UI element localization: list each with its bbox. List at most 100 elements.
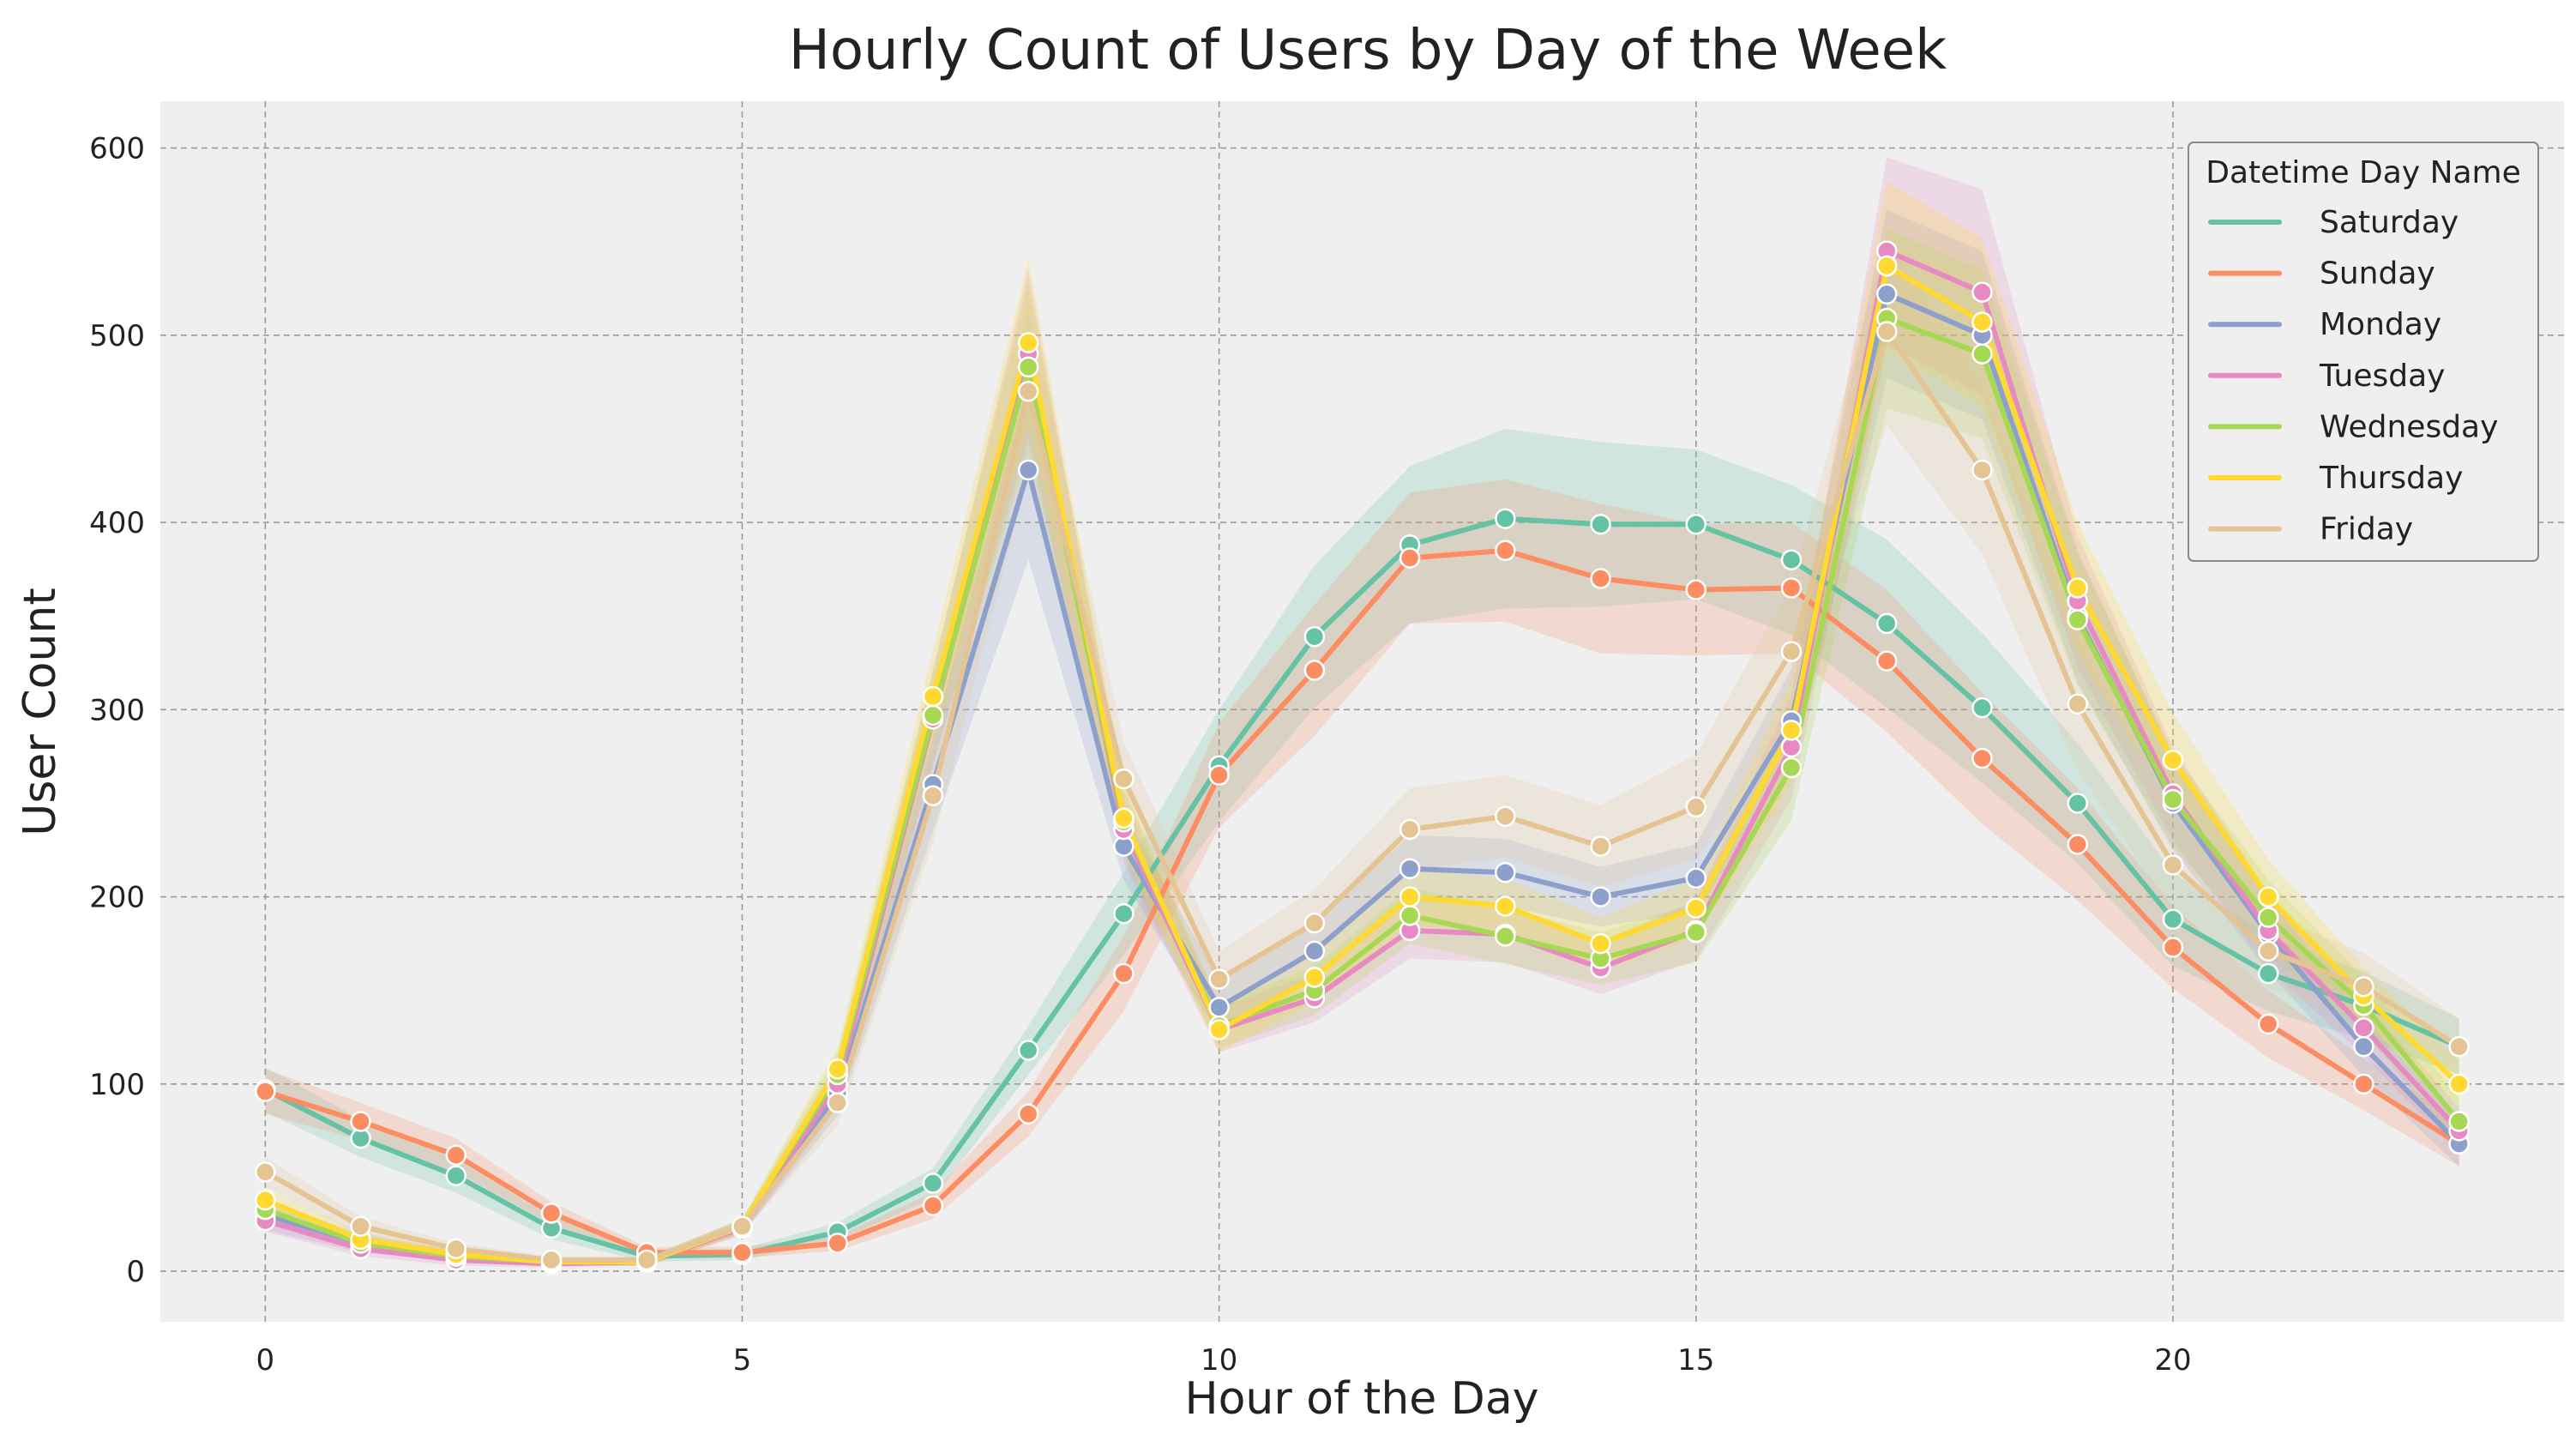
x-tick-label: 15 — [1677, 1343, 1714, 1378]
data-point — [1208, 764, 1230, 786]
data-point — [255, 1189, 276, 1211]
data-point — [1399, 547, 1421, 569]
data-point — [1685, 579, 1707, 600]
data-point — [922, 1173, 944, 1194]
data-point — [1590, 835, 1611, 857]
confidence-bands — [265, 157, 2459, 1268]
data-point — [1495, 805, 1516, 827]
data-point — [1876, 255, 1898, 277]
data-point — [1303, 940, 1326, 962]
data-point — [1685, 796, 1707, 818]
data-point — [1876, 321, 1898, 342]
data-point — [1303, 912, 1326, 934]
data-point — [1780, 549, 1803, 570]
x-tick-label: 20 — [2154, 1343, 2191, 1378]
data-point — [2162, 854, 2184, 876]
data-point — [1590, 932, 1611, 955]
data-point — [1590, 568, 1611, 589]
data-point — [1113, 768, 1135, 790]
data-point — [1399, 818, 1421, 841]
data-point — [2257, 962, 2279, 985]
data-point — [540, 1203, 563, 1224]
data-point — [1017, 1040, 1039, 1061]
data-point — [1876, 283, 1898, 305]
data-point — [922, 704, 944, 727]
legend-label: Saturday — [2320, 205, 2459, 240]
data-point — [1113, 902, 1135, 925]
data-point — [2448, 1111, 2470, 1132]
data-point — [1590, 886, 1611, 907]
data-point — [1780, 641, 1803, 662]
chart-title: Hourly Count of Users by Day of the Week — [789, 19, 1947, 82]
data-point — [731, 1215, 753, 1237]
data-point — [827, 1092, 848, 1113]
data-point — [2257, 1013, 2279, 1035]
legend-label: Tuesday — [2319, 359, 2445, 394]
data-point — [1780, 757, 1803, 779]
data-point — [636, 1249, 658, 1271]
series-lines — [262, 248, 2462, 1267]
data-point — [2353, 1017, 2374, 1039]
series-line — [262, 515, 2462, 1259]
data-point — [1208, 997, 1230, 1018]
y-tick-label: 400 — [89, 506, 145, 540]
data-point — [2067, 834, 2088, 855]
data-point — [1208, 968, 1230, 990]
data-point — [2067, 693, 2088, 715]
data-point — [1971, 343, 1993, 365]
grid — [160, 101, 2564, 1322]
data-point — [1017, 356, 1039, 378]
data-point — [1017, 332, 1039, 353]
data-point — [1017, 459, 1039, 481]
data-point — [350, 1111, 371, 1132]
y-tick-label: 300 — [89, 693, 145, 727]
data-point — [827, 1233, 848, 1254]
data-point — [2257, 886, 2279, 907]
data-point — [2257, 907, 2279, 928]
y-tick-label: 100 — [89, 1068, 145, 1102]
data-point — [731, 1241, 753, 1263]
y-tick-label: 0 — [126, 1255, 145, 1289]
data-point — [350, 1215, 371, 1237]
data-point — [2162, 749, 2184, 771]
legend-label: Wednesday — [2320, 409, 2498, 444]
x-tick-label: 5 — [733, 1343, 752, 1378]
data-point — [445, 1165, 467, 1187]
plot-area — [160, 101, 2564, 1322]
series-line — [262, 329, 2462, 1263]
data-point — [445, 1144, 467, 1167]
data-point — [1113, 807, 1135, 829]
series-line — [262, 547, 2462, 1256]
y-axis-label: User Count — [15, 588, 66, 835]
data-point — [2162, 788, 2184, 811]
legend-items: Saturday Sunday Monday Tuesday Wednesday Thur… — [2208, 205, 2498, 547]
legend-box — [2188, 142, 2539, 562]
legend-title: Datetime Day Name — [2206, 155, 2521, 190]
confidence-band — [265, 479, 2459, 1258]
data-point — [1303, 967, 1326, 988]
data-point — [1780, 577, 1803, 599]
data-point — [255, 1161, 276, 1183]
data-point — [2067, 793, 2088, 814]
data-point — [2067, 577, 2088, 599]
data-point — [2353, 1035, 2374, 1058]
data-point — [1971, 459, 1993, 481]
data-point — [1495, 508, 1516, 529]
data-point — [1685, 897, 1707, 919]
data-point — [1399, 886, 1421, 907]
data-point — [2257, 940, 2279, 962]
y-tick-label: 200 — [89, 881, 145, 915]
data-point — [1685, 513, 1707, 535]
data-point — [1876, 612, 1898, 635]
legend: Datetime Day Name Saturday Sunday Monday Tu… — [2188, 142, 2539, 562]
data-point — [1495, 540, 1516, 562]
data-point — [255, 1081, 276, 1102]
data-point — [1017, 1103, 1039, 1124]
data-point — [922, 785, 944, 806]
data-point — [1780, 720, 1803, 741]
data-point — [2448, 1035, 2470, 1058]
data-point — [1495, 925, 1516, 947]
data-point — [1971, 747, 1993, 769]
